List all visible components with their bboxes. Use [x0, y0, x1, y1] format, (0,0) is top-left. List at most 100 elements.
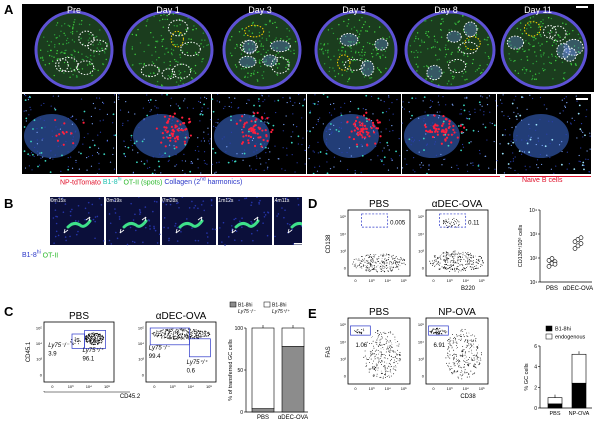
signal-dot [499, 143, 501, 145]
cell-dot [409, 45, 412, 47]
signal-dot [370, 95, 373, 98]
event-dot [357, 328, 359, 330]
signal-dot [75, 118, 77, 121]
cell-dot [374, 31, 376, 33]
cell-dot [528, 20, 530, 23]
signal-dot [219, 227, 221, 229]
cell-dot [547, 31, 549, 34]
event-dot [169, 331, 171, 333]
event-dot [70, 341, 71, 343]
signal-dot [110, 243, 113, 245]
event-dot [459, 260, 461, 262]
signal-dot [58, 196, 61, 199]
signal-dot [130, 137, 133, 139]
event-dot [476, 356, 478, 358]
signal-dot [200, 203, 203, 206]
cell-dot [201, 39, 203, 41]
event-dot [389, 351, 390, 353]
x-tick-label: 0 [51, 384, 54, 389]
cell-dot [362, 46, 365, 48]
event-dot [437, 327, 439, 329]
event-dot [205, 335, 207, 337]
signal-dot [133, 241, 136, 244]
y-tick-label: 10⁵ [340, 322, 346, 327]
cell-dot [88, 37, 91, 39]
signal-dot [184, 172, 186, 175]
event-dot [101, 340, 103, 342]
event-dot [184, 336, 186, 338]
cell-dot [520, 58, 522, 61]
cell-dot [444, 56, 447, 58]
cell-contact [234, 219, 260, 229]
event-dot [190, 329, 192, 331]
signal-dot [178, 127, 180, 129]
signal-dot [117, 96, 120, 98]
signal-dot [361, 145, 363, 147]
signal-dot [256, 196, 258, 199]
signal-dot [75, 161, 77, 163]
signal-dot [176, 240, 179, 242]
signal-dot [418, 151, 420, 153]
cell-dot [360, 30, 362, 32]
event-dot [164, 331, 166, 333]
timepoint-label: Day 5 [342, 5, 366, 15]
signal-dot [178, 206, 180, 209]
signal-dot [134, 113, 136, 115]
event-dot [468, 344, 470, 346]
event-dot [458, 335, 460, 337]
signal-dot [184, 98, 186, 100]
signal-dot [479, 104, 481, 106]
event-dot [398, 264, 400, 266]
cell-dot [416, 32, 419, 34]
event-dot [392, 269, 394, 271]
cell-dot [540, 55, 542, 58]
event-dot [192, 337, 193, 339]
event-dot [399, 360, 401, 362]
cell-dot [261, 37, 263, 39]
ot2-dot [309, 111, 311, 114]
event-dot [363, 356, 365, 358]
event-dot [463, 336, 465, 338]
signal-dot [96, 97, 98, 99]
event-dot [447, 356, 449, 358]
cell-dot [162, 26, 165, 28]
signal-dot [425, 144, 428, 146]
signal-dot [583, 164, 585, 167]
cell-dot [562, 22, 564, 24]
event-dot [478, 362, 480, 364]
cell-dot [366, 30, 369, 32]
np-dot [442, 130, 445, 133]
signal-dot [194, 204, 197, 207]
np-dot [248, 127, 252, 130]
event-dot [180, 337, 182, 339]
gate [350, 325, 371, 336]
event-dot [376, 339, 378, 341]
cell-dot [170, 52, 173, 54]
legend-b18: B1-8hi [102, 177, 122, 187]
event-dot [453, 359, 455, 361]
signal-dot [333, 102, 335, 105]
event-dot [207, 333, 209, 335]
signal-dot [450, 166, 453, 168]
cell-dot [266, 39, 268, 42]
cell-dot [554, 38, 556, 41]
ot2-dot [386, 141, 389, 144]
event-dot [175, 335, 176, 337]
event-dot [446, 225, 448, 226]
cell-dot [175, 81, 178, 83]
event-dot [459, 264, 461, 266]
signal-dot [408, 101, 410, 103]
signal-dot [185, 133, 187, 135]
cell-dot [361, 51, 363, 53]
cell-dot [65, 42, 68, 45]
signal-dot [392, 130, 394, 132]
signal-dot [201, 110, 203, 113]
cell-dot [61, 51, 63, 53]
event-dot [95, 337, 97, 339]
signal-dot [301, 117, 303, 119]
event-dot [393, 366, 395, 368]
event-dot [466, 371, 468, 373]
cell-dot [175, 60, 178, 63]
cell-dot [533, 45, 535, 47]
cell-dot [415, 37, 417, 40]
